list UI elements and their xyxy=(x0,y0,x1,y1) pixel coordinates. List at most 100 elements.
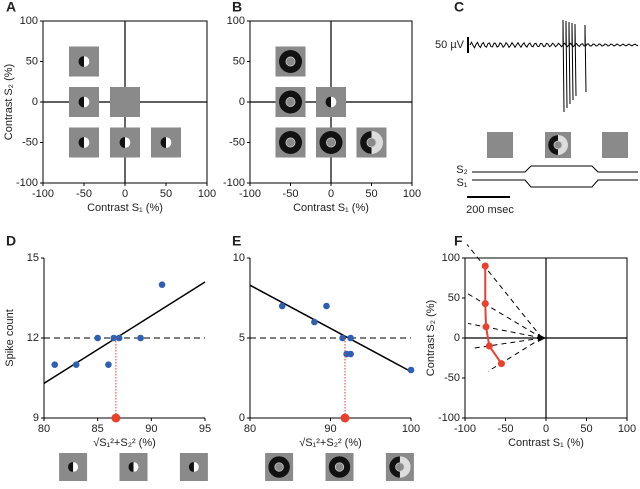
y-tick-label: 50 xyxy=(233,55,245,67)
icon-half xyxy=(279,456,290,478)
icon-half xyxy=(558,135,568,155)
icon-background xyxy=(110,87,140,117)
crossing-point xyxy=(340,413,350,423)
stimulus-icon xyxy=(356,127,387,158)
stimulus-icon xyxy=(602,132,628,158)
spike-trace xyxy=(469,19,639,113)
x-tick-label: 95 xyxy=(199,423,211,435)
x-tick-label: 0 xyxy=(543,423,549,435)
x-tick-label: 0 xyxy=(122,188,128,200)
data-point xyxy=(497,360,505,368)
x-tick-label: -100 xyxy=(454,423,476,435)
panel-letter: E xyxy=(232,233,241,249)
panel-letter: A xyxy=(6,0,16,15)
icon-half xyxy=(279,131,291,154)
y-tick-label: 100 xyxy=(227,15,245,27)
x-tick-label: 50 xyxy=(580,423,592,435)
s1-label: S₁ xyxy=(456,177,467,189)
data-point xyxy=(482,323,490,331)
icon-background xyxy=(602,132,628,158)
stimulus-icon xyxy=(275,127,306,158)
icon-half xyxy=(290,90,302,114)
icon-half xyxy=(166,137,172,148)
icon-half xyxy=(360,131,372,154)
y-tick-label: 10 xyxy=(233,252,245,264)
s2-label: S₂ xyxy=(456,164,468,176)
icon-half xyxy=(84,96,90,108)
stimulus-icon xyxy=(59,453,88,481)
y-tick-label: 15 xyxy=(27,252,39,264)
y-tick-label: 5 xyxy=(239,332,245,344)
x-axis-label: Contrast S₁ (%) xyxy=(293,202,369,214)
fit-line xyxy=(43,281,206,384)
data-point xyxy=(72,361,80,368)
icon-half xyxy=(84,137,90,148)
icon-half xyxy=(84,56,90,67)
y-tick-label: 0 xyxy=(454,332,460,344)
icon-half xyxy=(268,456,280,478)
x-tick-label: 100 xyxy=(198,188,216,200)
data-point xyxy=(347,350,354,358)
data-point xyxy=(105,361,112,368)
y-axis-label: Spike count xyxy=(4,309,16,366)
stimulus-icon xyxy=(545,132,571,158)
panel-letter: B xyxy=(232,0,242,15)
x-tick-label: -50 xyxy=(498,423,514,435)
icon-half xyxy=(193,461,199,473)
panel-letter: F xyxy=(454,233,463,249)
x-tick-label: -50 xyxy=(76,188,92,200)
icon-half xyxy=(279,50,291,73)
icon-center xyxy=(285,56,296,67)
data-point xyxy=(485,342,493,350)
stimulus-icon xyxy=(385,453,414,481)
y-tick-label: 0 xyxy=(32,96,38,108)
stimulus-icon xyxy=(119,453,148,481)
icon-center xyxy=(326,137,336,148)
x-tick-label: 90 xyxy=(145,423,157,435)
icon-center xyxy=(553,140,563,150)
stimulus-icon xyxy=(69,46,99,77)
x-tick-label: 100 xyxy=(402,423,420,435)
y-tick-label: 50 xyxy=(26,55,38,67)
stimulus-icon xyxy=(179,453,208,481)
stimulus-icon xyxy=(316,87,346,117)
data-point xyxy=(481,300,489,308)
icon-center xyxy=(285,97,296,107)
data-point xyxy=(407,366,415,374)
x-tick-label: 50 xyxy=(160,188,172,200)
y-tick-label: -50 xyxy=(444,372,460,384)
y-tick-label: 12 xyxy=(27,332,39,344)
x-tick-label: 0 xyxy=(328,188,334,200)
y-tick-label: 50 xyxy=(448,292,460,304)
x-tick-label: -100 xyxy=(239,188,261,200)
icon-half xyxy=(279,90,291,114)
icon-center xyxy=(366,137,377,148)
data-point xyxy=(278,302,286,310)
icon-half xyxy=(399,456,411,478)
ray xyxy=(487,337,543,372)
x-tick-label: -100 xyxy=(32,188,54,200)
stimulus-icon xyxy=(316,127,346,158)
icon-half xyxy=(133,461,139,473)
icon-half xyxy=(331,131,343,154)
data-point xyxy=(311,318,318,326)
stimulus-icon xyxy=(325,453,354,481)
stimulus-icon xyxy=(151,127,181,158)
icon-half xyxy=(371,131,383,154)
stimulus-icon xyxy=(265,453,294,481)
x-tick-label: 100 xyxy=(618,423,636,435)
panel-letter: D xyxy=(6,233,16,249)
x-tick-label: 100 xyxy=(403,188,421,200)
stimulus-icon xyxy=(110,127,140,158)
x-tick-label: 85 xyxy=(92,423,104,435)
panel-letter: C xyxy=(454,0,464,15)
stimulus-icon xyxy=(487,132,513,158)
stimulus-icon xyxy=(275,87,306,117)
ray xyxy=(466,292,543,339)
data-point xyxy=(137,334,144,342)
time-label: 200 msec xyxy=(466,204,514,216)
x-tick-label: 80 xyxy=(38,423,50,435)
data-point xyxy=(347,334,354,342)
y-tick-label: 100 xyxy=(20,15,38,27)
